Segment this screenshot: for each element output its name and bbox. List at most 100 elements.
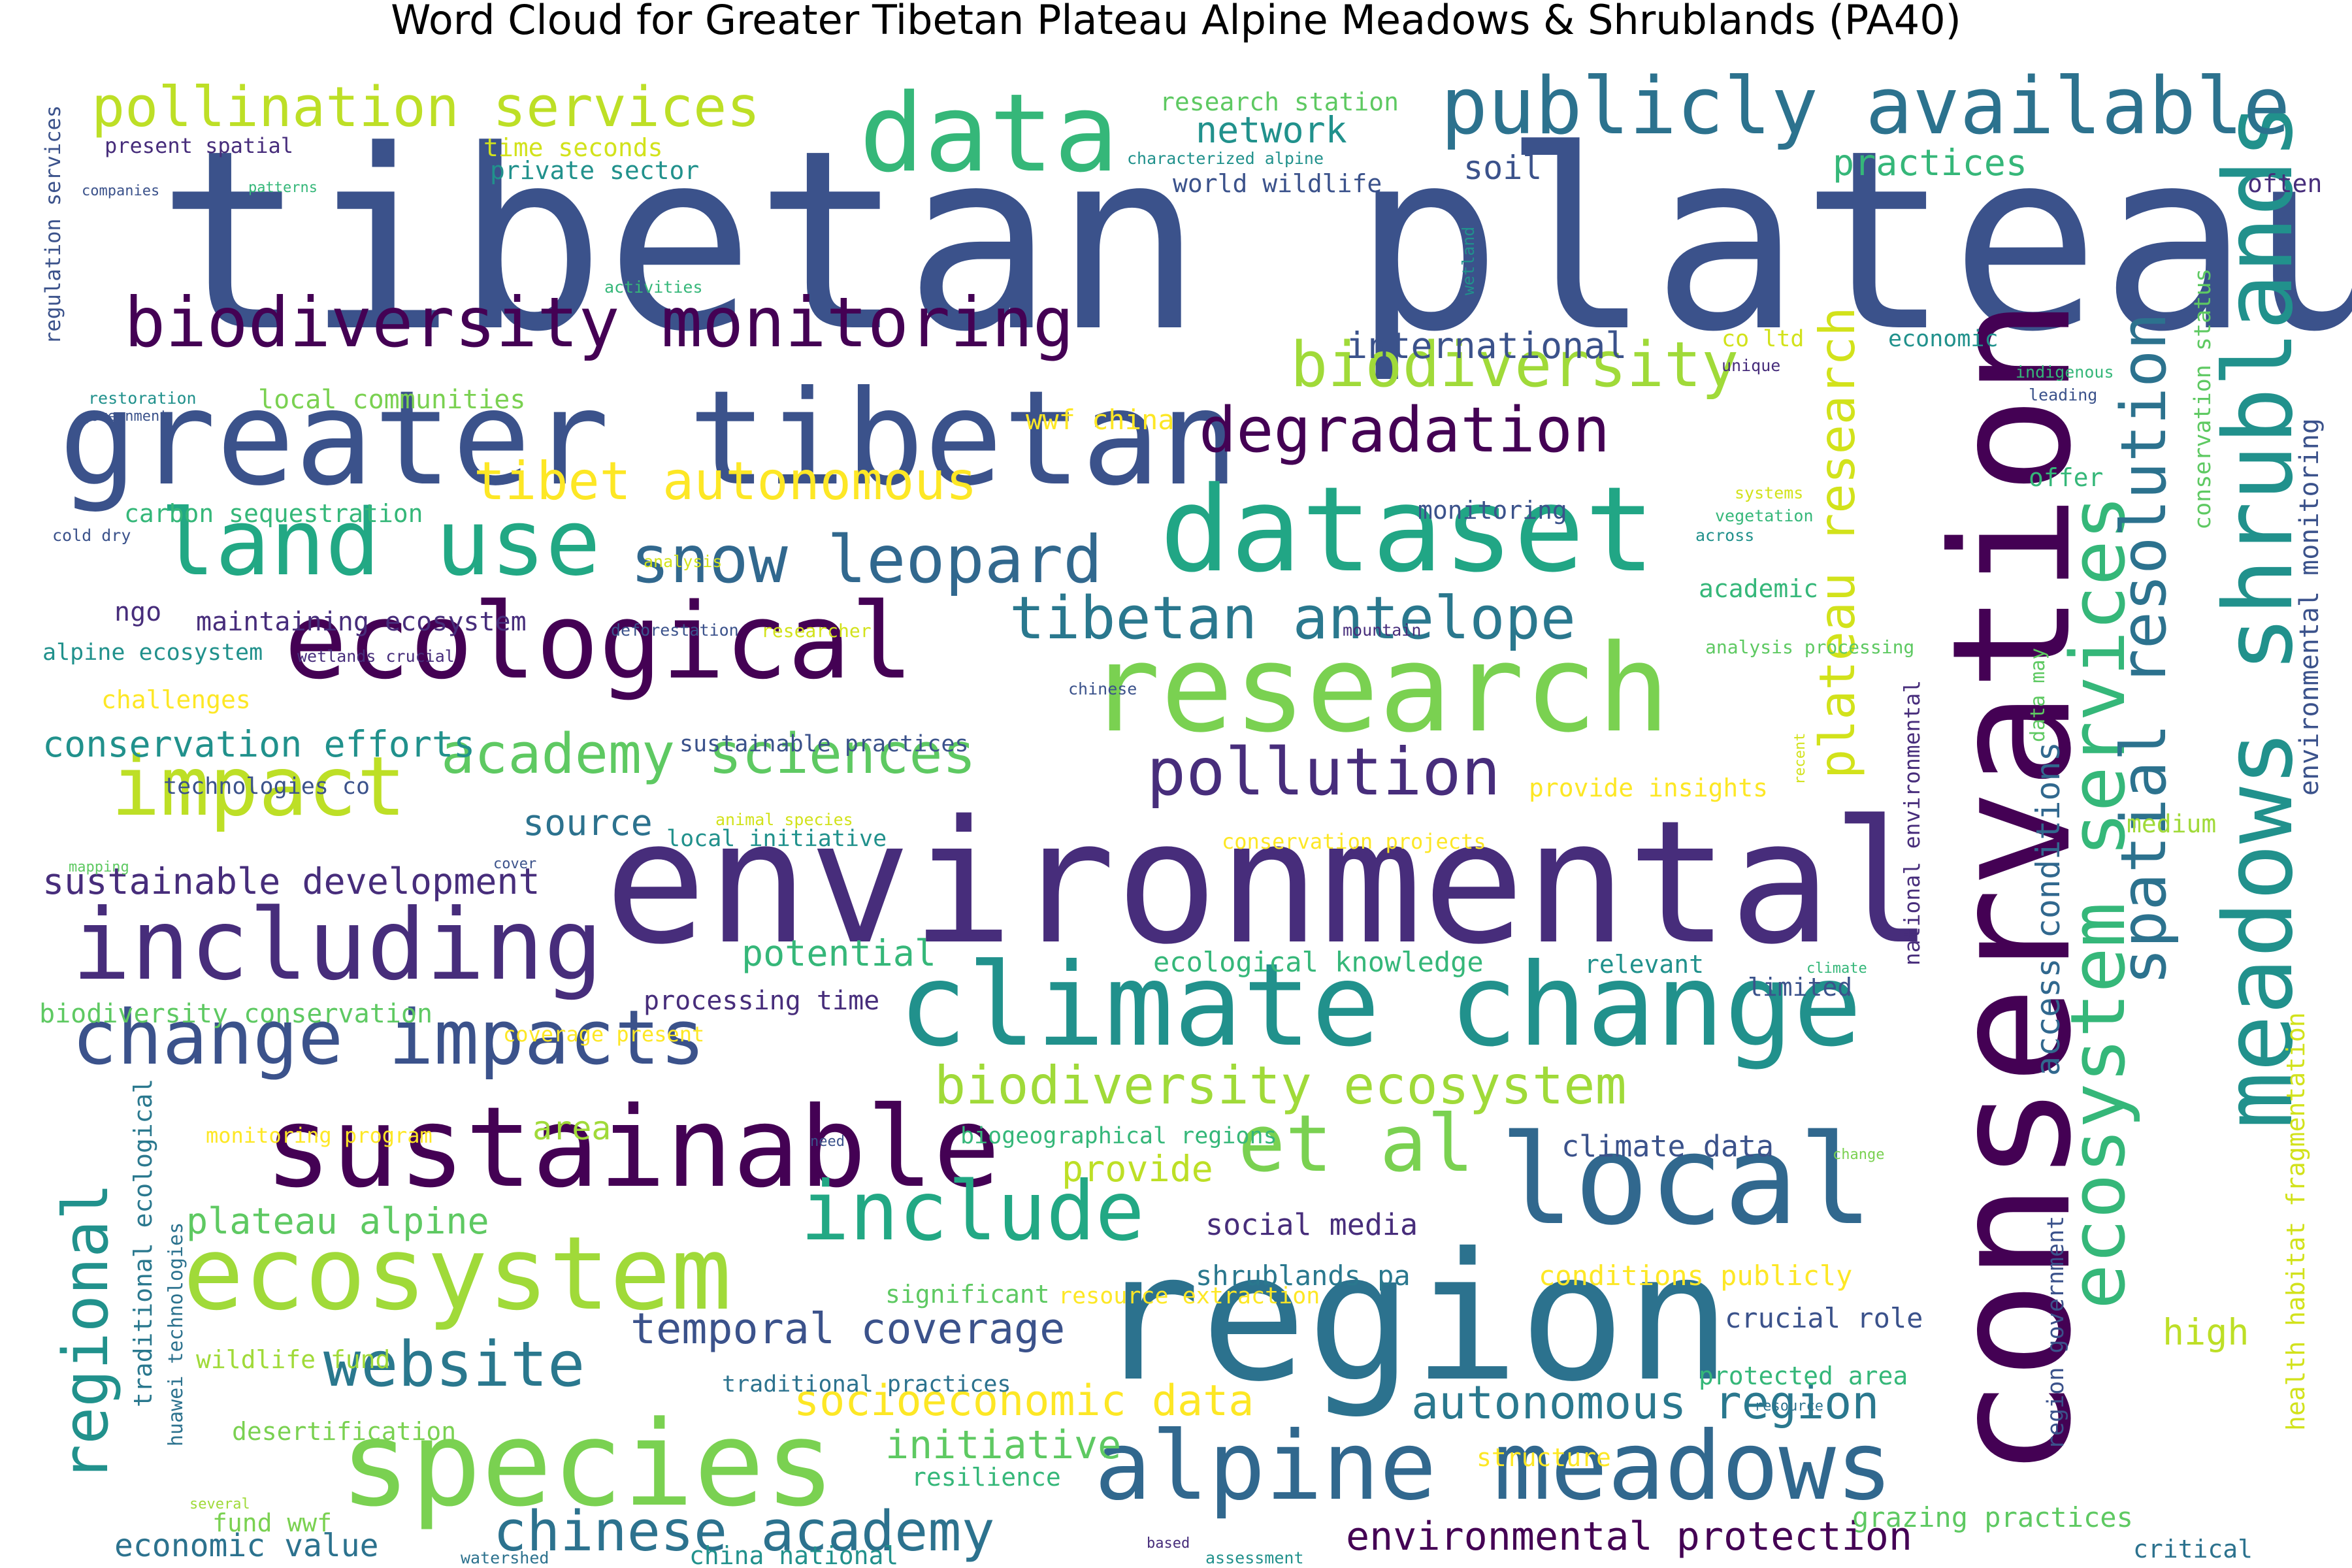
word-traditional-ecological: traditional ecological	[129, 1078, 157, 1407]
word-data: data	[859, 71, 1119, 196]
word-pollination-services: pollination services	[91, 75, 760, 140]
word-desertification: desertification	[232, 1417, 457, 1446]
word-conservation-efforts: conservation efforts	[42, 723, 476, 765]
word-chinese: chinese	[1068, 679, 1137, 698]
word-plateau-research: plateau research	[1808, 306, 1866, 779]
word-climate: climate	[1806, 960, 1867, 977]
word-social-media: social media	[1205, 1207, 1418, 1242]
word-protected-area: protected area	[1699, 1362, 1908, 1390]
word-challenges: challenges	[101, 685, 251, 714]
word-critical: critical	[2133, 1535, 2253, 1563]
word-wetlands-crucial: wetlands crucial	[297, 647, 455, 666]
word-tibetan-plateau: tibetan plateau	[157, 97, 2352, 386]
word-et-al: et al	[1238, 1099, 1475, 1190]
word-species: species	[340, 1396, 836, 1533]
word-characterized-alpine: characterized alpine	[1127, 149, 1324, 168]
word-technologies-co: technologies co	[163, 774, 370, 800]
figure-title: Word Cloud for Greater Tibetan Plateau A…	[391, 0, 1961, 44]
word-tibet-autonomous: tibet autonomous	[474, 451, 977, 512]
word-climate-change: climate change	[898, 939, 1863, 1072]
word-restoration: restoration	[88, 389, 197, 408]
word-coverage-present: coverage present	[503, 1022, 705, 1047]
word-health-habitat-fragmentation: health habitat fragmentation	[2281, 1012, 2310, 1431]
word-spatial-resolution: spatial resolution	[2108, 312, 2180, 985]
word-environmental: environmental	[604, 785, 1934, 982]
word-potential: potential	[742, 932, 937, 974]
word-sustainable-development: sustainable development	[42, 860, 540, 902]
word-alpine-ecosystem: alpine ecosystem	[42, 640, 263, 666]
word-local-initiative: local initiative	[666, 826, 887, 852]
word-academy-sciences: academy sciences	[441, 722, 976, 787]
word-sustainable-practices: sustainable practices	[679, 731, 969, 757]
word-assessment: assessment	[1205, 1548, 1304, 1567]
word-present-spatial: present spatial	[105, 133, 293, 158]
word-ecological-knowledge: ecological knowledge	[1153, 946, 1484, 978]
word-economic-value: economic value	[114, 1527, 379, 1564]
word-local: local	[1499, 1108, 1873, 1252]
word-access-conditions: access conditions	[2029, 742, 2067, 1076]
word-analysis: analysis	[644, 552, 723, 571]
word-socioeconomic-data: socioeconomic data	[794, 1377, 1254, 1426]
word-high: high	[2163, 1311, 2249, 1353]
word-deforestation: deforestation	[611, 621, 739, 640]
word-conditions-publicly: conditions publicly	[1539, 1260, 1853, 1292]
word-ngo: ngo	[114, 597, 162, 627]
word-offer: offer	[2029, 463, 2104, 492]
word-huawei-technologies: huawei technologies	[165, 1222, 188, 1446]
word-patterns: patterns	[248, 180, 318, 196]
word-carbon-sequestration: carbon sequestration	[124, 499, 423, 528]
word-maintaining-ecosystem: maintaining ecosystem	[196, 607, 527, 637]
word-autonomous-region: autonomous region	[1411, 1376, 1880, 1429]
word-region: region	[1094, 1215, 1732, 1420]
word-environmental-monitoring: environmental monitoring	[2295, 418, 2325, 796]
word-resource: resource	[1754, 1398, 1823, 1414]
word-ecological: ecological	[284, 580, 914, 702]
word-chinese-academy: chinese academy	[493, 1499, 995, 1564]
word-provide-insights: provide insights	[1529, 774, 1769, 802]
word-plateau-alpine: plateau alpine	[186, 1200, 489, 1242]
word-traditional-practices: traditional practices	[722, 1371, 1011, 1397]
word-relevant: relevant	[1584, 950, 1705, 979]
word-meadows-shrublands: meadows shrublands	[2204, 102, 2314, 1129]
word-several: several	[189, 1496, 250, 1512]
word-time-seconds: time seconds	[483, 133, 663, 162]
word-crucial-role: crucial role	[1725, 1302, 1923, 1334]
word-cold-dry: cold dry	[52, 526, 131, 545]
word-research-station: research station	[1160, 88, 1399, 116]
word-tibetan-antelope: tibetan antelope	[1009, 584, 1576, 653]
word-soil: soil	[1463, 149, 1543, 187]
word-systems: systems	[1735, 483, 1804, 502]
word-impact: impact	[111, 740, 406, 834]
word-research: research	[1088, 618, 1671, 759]
word-mountain: mountain	[1343, 621, 1422, 640]
word-wwf-china: wwf china	[1026, 404, 1175, 436]
word-biogeographical-regions: biogeographical regions	[960, 1123, 1277, 1149]
word-china-national: china national	[689, 1541, 899, 1568]
word-biodiversity-monitoring: biodiversity monitoring	[124, 283, 1074, 363]
word-government: government	[82, 408, 169, 425]
word-wildlife-fund: wildlife fund	[196, 1345, 391, 1374]
word-provide: provide	[1062, 1148, 1213, 1190]
word-include: include	[800, 1164, 1145, 1259]
word-conservation-status: conservation status	[2190, 268, 2216, 530]
word-structure: structure	[1477, 1443, 1611, 1472]
word-co-ltd: co ltd	[1722, 326, 1805, 352]
word-need: need	[810, 1134, 845, 1150]
word-wetland: wetland	[1459, 226, 1478, 295]
word-data-may: data may	[2027, 647, 2050, 743]
word-processing-time: processing time	[644, 986, 880, 1016]
word-greater-tibetan: greater tibetan	[59, 363, 1239, 515]
word-pollution: pollution	[1147, 734, 1501, 810]
word-dataset: dataset	[1160, 462, 1656, 598]
word-vegetation: vegetation	[1715, 506, 1814, 525]
word-regional: regional	[50, 1183, 122, 1482]
word-limited: limited	[1748, 973, 1853, 1002]
word-biodiversity-conservation: biodiversity conservation	[39, 999, 433, 1029]
word-biodiversity: biodiversity	[1290, 329, 1739, 401]
word-resilience: resilience	[911, 1463, 1061, 1492]
word-conservation-projects: conservation projects	[1222, 829, 1486, 854]
word-source: source	[523, 802, 653, 843]
word-academic: academic	[1699, 574, 1819, 603]
word-monitoring-program: monitoring program	[206, 1123, 433, 1148]
